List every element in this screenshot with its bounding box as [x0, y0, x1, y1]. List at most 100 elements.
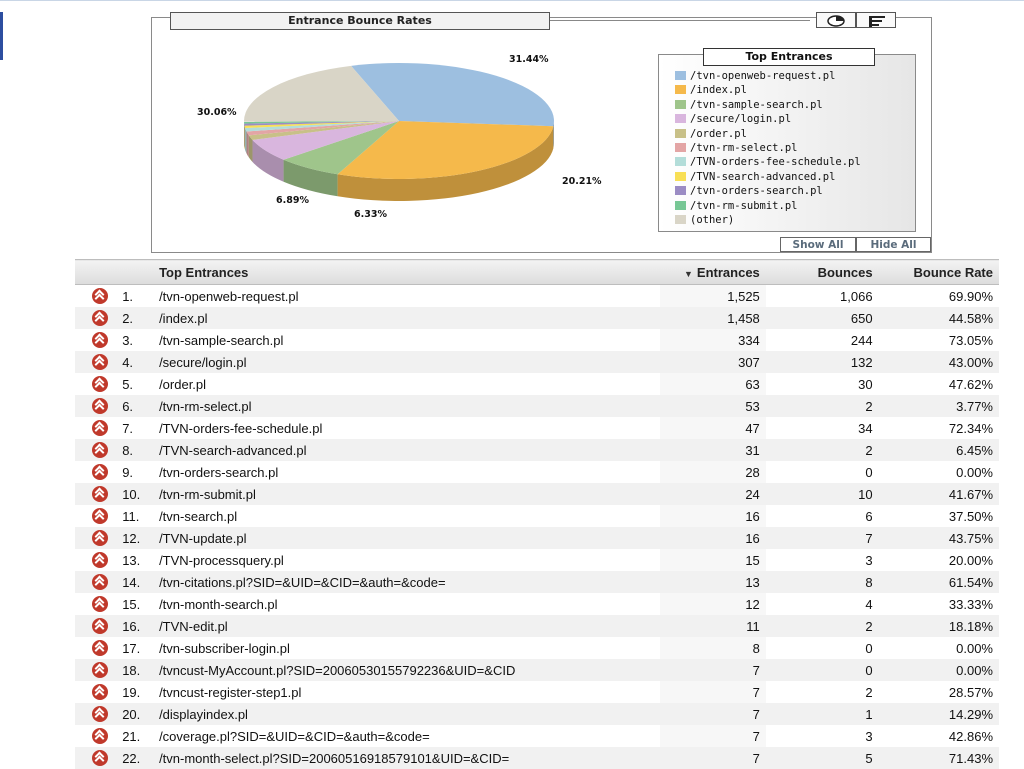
- legend-item[interactable]: /TVN-orders-fee-schedule.pl: [675, 155, 861, 169]
- entrance-page-link[interactable]: /tvn-month-search.pl: [153, 593, 659, 615]
- entrance-page-link[interactable]: /TVN-orders-fee-schedule.pl: [153, 417, 659, 439]
- expand-row-icon[interactable]: [92, 354, 108, 370]
- entrance-page-link[interactable]: /order.pl: [153, 373, 659, 395]
- bounces-value: 650: [766, 307, 879, 329]
- row-icon-cell: [75, 483, 116, 505]
- entrance-page-link[interactable]: /tvn-openweb-request.pl: [153, 285, 659, 308]
- row-icon-cell: [75, 527, 116, 549]
- expand-row-icon[interactable]: [92, 486, 108, 502]
- entrance-page-link[interactable]: /tvn-orders-search.pl: [153, 461, 659, 483]
- bounce-rate-value: 72.34%: [879, 417, 999, 439]
- legend-item[interactable]: /tvn-rm-submit.pl: [675, 199, 797, 213]
- bounces-value: 0: [766, 659, 879, 681]
- expand-row-icon[interactable]: [92, 530, 108, 546]
- expand-row-icon[interactable]: [92, 332, 108, 348]
- entrance-page-link[interactable]: /tvncust-MyAccount.pl?SID=20060530155792…: [153, 659, 659, 681]
- legend-item[interactable]: (other): [675, 213, 734, 227]
- expand-row-icon[interactable]: [92, 442, 108, 458]
- expand-row-icon[interactable]: [92, 596, 108, 612]
- expand-row-icon[interactable]: [92, 288, 108, 304]
- expand-row-icon[interactable]: [92, 508, 108, 524]
- entrance-page-link[interactable]: /coverage.pl?SID=&UID=&CID=&auth=&code=: [153, 725, 659, 747]
- table-row[interactable]: 14./tvn-citations.pl?SID=&UID=&CID=&auth…: [75, 571, 999, 593]
- table-row[interactable]: 21./coverage.pl?SID=&UID=&CID=&auth=&cod…: [75, 725, 999, 747]
- entrance-page-link[interactable]: /index.pl: [153, 307, 659, 329]
- legend-swatch: [675, 100, 686, 109]
- entrance-page-link[interactable]: /tvn-sample-search.pl: [153, 329, 659, 351]
- header-num-cell: [116, 260, 153, 285]
- entrance-page-link[interactable]: /tvn-rm-select.pl: [153, 395, 659, 417]
- hide-all-button[interactable]: Hide All: [856, 237, 931, 252]
- legend-item[interactable]: /tvn-orders-search.pl: [675, 184, 823, 198]
- expand-row-icon[interactable]: [92, 552, 108, 568]
- legend-item[interactable]: /tvn-sample-search.pl: [675, 98, 823, 112]
- column-header-bounce-rate[interactable]: Bounce Rate: [879, 260, 999, 285]
- legend-item[interactable]: /order.pl: [675, 127, 747, 141]
- show-all-button[interactable]: Show All: [780, 237, 856, 252]
- expand-row-icon[interactable]: [92, 464, 108, 480]
- expand-row-icon[interactable]: [92, 420, 108, 436]
- entrance-page-link[interactable]: /tvn-subscriber-login.pl: [153, 637, 659, 659]
- expand-row-icon[interactable]: [92, 684, 108, 700]
- expand-row-icon[interactable]: [92, 662, 108, 678]
- entrance-page-link[interactable]: /tvn-month-select.pl?SID=200605169185791…: [153, 747, 659, 769]
- entrance-page-link[interactable]: /TVN-processquery.pl: [153, 549, 659, 571]
- entrance-page-link[interactable]: /TVN-edit.pl: [153, 615, 659, 637]
- bounces-value: 0: [766, 637, 879, 659]
- entrance-page-link[interactable]: /tvn-citations.pl?SID=&UID=&CID=&auth=&c…: [153, 571, 659, 593]
- legend-item[interactable]: /TVN-search-advanced.pl: [675, 170, 835, 184]
- expand-row-icon[interactable]: [92, 618, 108, 634]
- entrances-value: 16: [660, 527, 766, 549]
- table-row[interactable]: 22./tvn-month-select.pl?SID=200605169185…: [75, 747, 999, 769]
- sort-desc-icon: ▼: [684, 269, 693, 279]
- expand-row-icon[interactable]: [92, 574, 108, 590]
- entrance-page-link[interactable]: /displayindex.pl: [153, 703, 659, 725]
- column-header-top-entrances[interactable]: Top Entrances: [153, 260, 659, 285]
- entrance-page-link[interactable]: /tvn-search.pl: [153, 505, 659, 527]
- expand-row-icon[interactable]: [92, 376, 108, 392]
- expand-row-icon[interactable]: [92, 728, 108, 744]
- bounces-value: 5: [766, 747, 879, 769]
- entrance-page-link[interactable]: /secure/login.pl: [153, 351, 659, 373]
- entrances-value: 7: [660, 747, 766, 769]
- table-row[interactable]: 18./tvncust-MyAccount.pl?SID=20060530155…: [75, 659, 999, 681]
- entrance-page-link[interactable]: /TVN-update.pl: [153, 527, 659, 549]
- column-header-bounces[interactable]: Bounces: [766, 260, 879, 285]
- expand-row-icon[interactable]: [92, 640, 108, 656]
- legend-item[interactable]: /tvn-openweb-request.pl: [675, 69, 835, 83]
- entrance-page-link[interactable]: /tvncust-register-step1.pl: [153, 681, 659, 703]
- column-header-label: Bounces: [818, 265, 873, 280]
- expand-row-icon[interactable]: [92, 310, 108, 326]
- expand-row-icon[interactable]: [92, 398, 108, 414]
- legend-toggle-button[interactable]: [856, 12, 896, 28]
- legend-item[interactable]: /index.pl: [675, 83, 747, 97]
- pie-percent-label: 31.44%: [509, 54, 549, 65]
- expand-row-icon[interactable]: [92, 706, 108, 722]
- bounce-rate-value: 43.00%: [879, 351, 999, 373]
- pie-chart-button[interactable]: [816, 12, 856, 28]
- legend-item[interactable]: /tvn-rm-select.pl: [675, 141, 797, 155]
- legend-item[interactable]: /secure/login.pl: [675, 112, 791, 126]
- entrance-page-link[interactable]: /TVN-search-advanced.pl: [153, 439, 659, 461]
- expand-row-icon[interactable]: [92, 750, 108, 766]
- entrance-page-link[interactable]: /tvn-rm-submit.pl: [153, 483, 659, 505]
- column-header-entrances[interactable]: ▼Entrances: [660, 260, 766, 285]
